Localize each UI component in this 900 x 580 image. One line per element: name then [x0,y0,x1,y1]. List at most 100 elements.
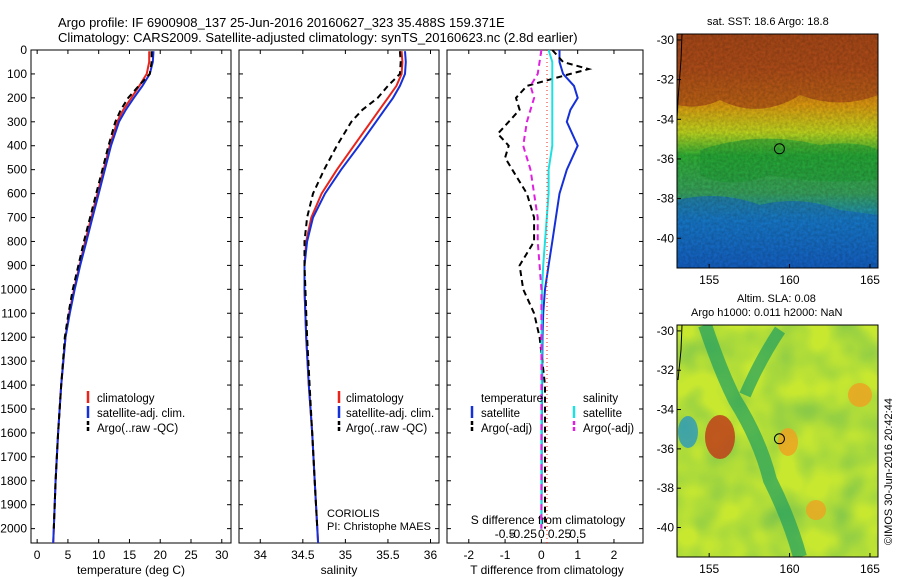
x-tick-label: 36 [424,548,438,562]
depth-tick-label: 1100 [1,306,27,320]
sla-map-frame [676,324,879,558]
s-tick-label: -0.5 [495,527,516,541]
series-line-satellite [540,50,579,529]
x-tick-label: 0 [34,548,41,562]
s-tick-label: 0 [538,527,545,541]
s-difference-x-ticks: -0.5-0.25 0 0.250.5 [495,527,587,541]
temperature-axis-label: temperature (deg C) [77,563,185,577]
map-x-tick-label: 160 [780,562,800,576]
x-tick-label: 2 [611,548,618,562]
x-tick-label: 34.5 [291,548,315,562]
sla-map-title: Altim. SLA: 0.08 [737,293,816,305]
map-y-tick-label: -36 [657,442,675,456]
map-x-tick-label: 165 [860,562,880,576]
map-y-tick-label: -40 [657,231,675,245]
legend-header-temperature: temperature [481,393,543,405]
sla-map [677,325,878,557]
map-y-tick-label: -40 [657,521,675,535]
depth-tick-label: 1400 [0,378,27,392]
map-y-tick-label: -30 [657,324,675,338]
map-y-tick-label: -32 [657,73,675,87]
map-x-tick-label: 155 [699,562,719,576]
series-line-argo-adj- [496,49,593,529]
depth-tick-label: 1200 [0,330,27,344]
sst-map-frame [676,33,879,269]
map-y-tick-label: -34 [657,403,675,417]
sla-map-subtitle: Argo h1000: 0.011 h2000: NaN [691,307,843,319]
series-line-argo-raw-qc- [52,51,153,529]
sla-eddy-low [678,416,698,448]
x-tick-label: 5 [65,548,72,562]
legend-label-argo: Argo(..raw -QC) [97,423,178,435]
x-tick-label: -2 [463,548,474,562]
x-tick-label: -1 [500,548,511,562]
s-tick-label: -0.25 [510,527,538,541]
s-tick-label: 0.5 [569,527,586,541]
map-x-tick-label: 160 [780,273,800,287]
series-line-argo-adj- [522,49,543,529]
legend-label-satellite: satellite-adj. clim. [346,408,434,420]
sla-eddy-high-2 [778,428,798,456]
depth-tick-label: 800 [7,234,27,248]
figure-title-line2: Climatology: CARS2009. Satellite-adjuste… [58,30,578,45]
series-line-satellite-adj-clim- [52,51,155,544]
x-tick-label: 35.5 [376,548,400,562]
sla-eddy-high-4 [806,500,826,520]
legend-label-climatology: climatology [346,393,404,405]
temperature-x-ticks: 0 5 10 15 20 25 30 [34,50,229,562]
legend-label-argo: Argo(..raw -QC) [346,423,427,435]
sla-map-ticks: 155 160 165 -30 -32 -34 -36 -38 -40 [657,324,881,576]
depth-tick-label: 1700 [0,450,27,464]
map-x-tick-label: 165 [860,273,880,287]
s-difference-axis-label: S difference from climatology [471,513,626,527]
legend-header-salinity: salinity [583,393,618,405]
sla-argo-marker [773,433,785,445]
temperature-series [52,51,155,544]
depth-tick-label: 600 [7,187,27,201]
salinity-axis-label: salinity [321,563,358,577]
depth-tick-label: 1500 [0,402,27,416]
sla-low-band-2 [739,326,785,398]
legend-label-satellite: satellite-adj. clim. [97,408,185,420]
sla-eddy-high-3 [848,383,872,407]
map-y-tick-label: -34 [657,112,675,126]
depth-tick-label: 100 [7,67,27,81]
figure-title-line1: Argo profile: IF 6900908_137 25-Jun-2016… [58,15,505,30]
depth-tick-label: 1300 [0,354,27,368]
pi-label: PI: Christophe MAES [327,521,431,533]
temperature-plot-frame [30,49,232,544]
map-y-tick-label: -38 [657,481,675,495]
sst-map [677,34,878,268]
map-y-tick-label: -36 [657,152,675,166]
depth-tick-label: 1800 [0,474,27,488]
x-tick-label: 15 [123,548,137,562]
legend-label-t-satellite: satellite [481,408,520,420]
legend-label-s-satellite: satellite [583,408,622,420]
sst-map-title: sat. SST: 18.6 Argo: 18.8 [707,16,829,28]
depth-tick-label: 500 [7,163,27,177]
depth-tick-label: 2000 [0,522,27,536]
x-tick-label: 34 [254,548,268,562]
sla-eddy-high [705,415,735,459]
sst-argo-marker [773,143,785,155]
difference-series [496,49,593,529]
credit-label: ©IMOS 30-Jun-2016 20:42:44 [883,398,895,545]
x-tick-label: 20 [154,548,168,562]
depth-tick-label: 0 [20,43,27,57]
institution-label: CORIOLIS [327,508,380,520]
map-y-tick-label: -30 [657,33,675,47]
salinity-plot-frame [238,49,440,544]
depth-tick-label: 1600 [0,426,27,440]
depth-tick-label: 200 [7,91,27,105]
depth-tick-label: 400 [7,139,27,153]
series-line-argo-raw-qc- [303,51,402,529]
s-tick-label: 0.25 [548,527,572,541]
x-tick-label: 10 [92,548,106,562]
salinity-x-ticks: 34 34.5 35 35.5 36 [254,50,438,562]
map-y-tick-label: -32 [657,363,675,377]
t-difference-x-ticks: -2 -1 0 1 2 [463,50,618,562]
salinity-series [303,51,407,544]
x-tick-label: 35 [339,548,353,562]
series-line-satellite-adj-clim- [303,51,407,544]
series-line-climatology [303,51,404,544]
